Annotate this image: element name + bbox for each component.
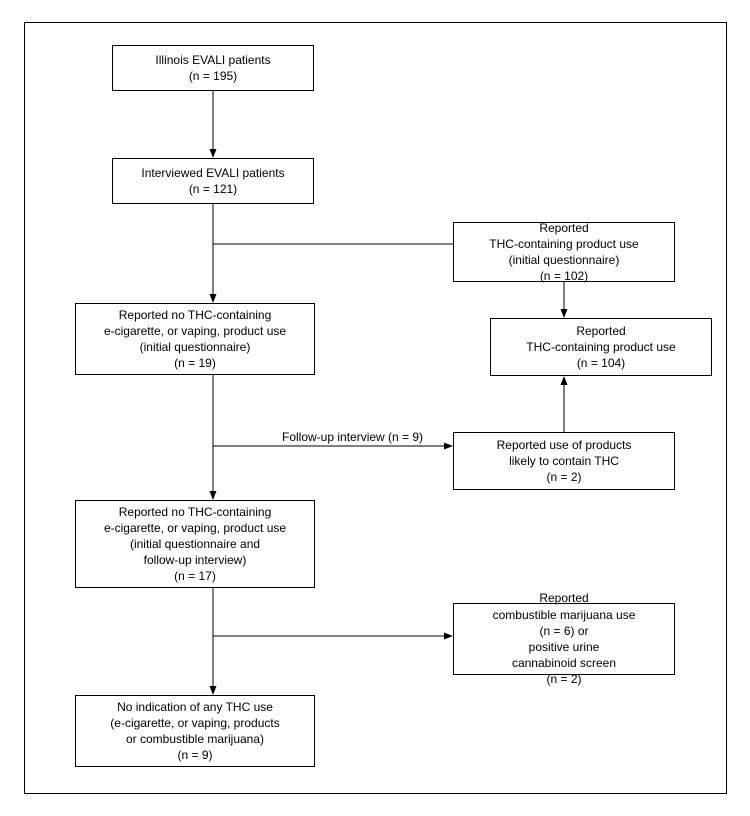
node-text: Reported no THC-containing — [119, 307, 272, 323]
flow-node-c: ReportedTHC-containing product use(initi… — [453, 222, 675, 282]
node-text: (e-cigarette, or vaping, products — [110, 715, 279, 731]
node-text: THC-containing product use — [489, 236, 638, 252]
node-text: (n = 102) — [540, 268, 588, 284]
flow-node-i: No indication of any THC use(e-cigarette… — [75, 695, 315, 767]
node-text: (initial questionnaire) — [140, 339, 251, 355]
node-text: follow-up interview) — [144, 552, 247, 568]
node-text: Reported — [539, 590, 588, 606]
node-text: (n = 195) — [189, 68, 237, 84]
node-text: (n = 17) — [174, 568, 216, 584]
node-text: Reported use of products — [497, 437, 632, 453]
node-text: (initial questionnaire) — [509, 252, 620, 268]
flow-node-d: Reported no THC-containinge-cigarette, o… — [75, 303, 315, 375]
node-text: (n = 6) or — [539, 623, 588, 639]
node-text: Interviewed EVALI patients — [141, 165, 284, 181]
node-text: (n = 2) — [546, 469, 581, 485]
node-text: or combustible marijuana) — [126, 731, 264, 747]
flow-node-e: ReportedTHC-containing product use(n = 1… — [490, 318, 712, 376]
edge-label: Follow-up interview (n = 9) — [280, 430, 425, 444]
node-text: Reported no THC-containing — [119, 504, 272, 520]
flow-node-f: Reported use of productslikely to contai… — [453, 432, 675, 490]
node-text: (n = 2) — [546, 671, 581, 687]
node-text: No indication of any THC use — [117, 699, 273, 715]
node-text: THC-containing product use — [526, 339, 675, 355]
node-text: Illinois EVALI patients — [155, 52, 270, 68]
outer-frame — [24, 22, 727, 794]
node-text: (initial questionnaire and — [130, 536, 260, 552]
node-text: cannabinoid screen — [512, 655, 616, 671]
node-text: likely to contain THC — [509, 453, 619, 469]
flow-node-b: Interviewed EVALI patients(n = 121) — [112, 158, 314, 204]
node-text: (n = 19) — [174, 355, 216, 371]
node-text: Reported — [539, 220, 588, 236]
flow-node-h: Reportedcombustible marijuana use(n = 6)… — [453, 603, 675, 675]
flow-node-g: Reported no THC-containinge-cigarette, o… — [75, 500, 315, 588]
node-text: (n = 121) — [189, 181, 237, 197]
flowchart-canvas: Illinois EVALI patients(n = 195) Intervie… — [0, 0, 750, 816]
node-text: combustible marijuana use — [493, 607, 636, 623]
node-text: Reported — [576, 323, 625, 339]
node-text: e-cigarette, or vaping, product use — [104, 520, 286, 536]
node-text: (n = 104) — [577, 355, 625, 371]
node-text: positive urine — [529, 639, 600, 655]
flow-node-a: Illinois EVALI patients(n = 195) — [112, 45, 314, 91]
node-text: e-cigarette, or vaping, product use — [104, 323, 286, 339]
node-text: (n = 9) — [177, 747, 212, 763]
